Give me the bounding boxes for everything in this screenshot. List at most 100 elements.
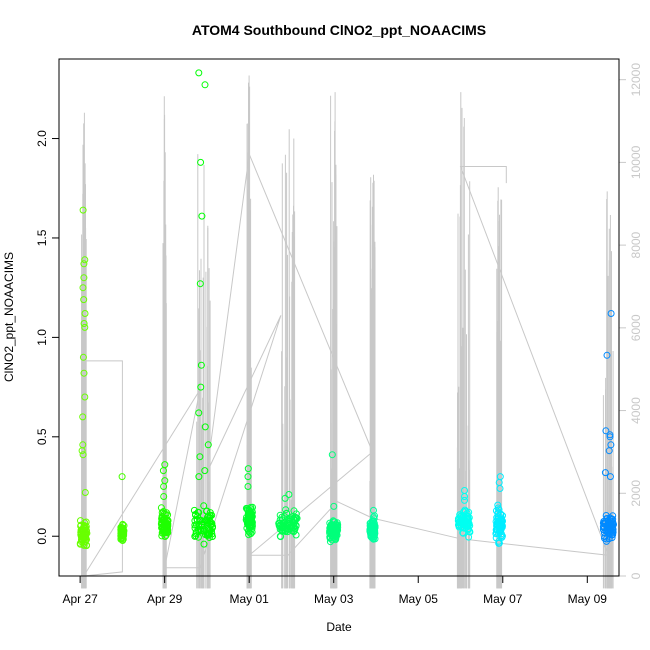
- data-point: [464, 523, 472, 530]
- data-point: [161, 527, 169, 535]
- data-point: [200, 502, 208, 510]
- x-tick-label: May 07: [483, 592, 523, 606]
- data-point: [330, 522, 338, 530]
- data-point: [161, 517, 169, 525]
- data-point: [244, 521, 252, 529]
- data-point: [78, 447, 86, 455]
- trace-path-line: [81, 152, 610, 577]
- data-point: [291, 525, 299, 533]
- data-point: [244, 465, 252, 473]
- data-point: [495, 539, 503, 547]
- plot-frame: [58, 58, 620, 577]
- y2-tick-label: 8000: [629, 231, 643, 258]
- data-point: [79, 451, 87, 459]
- data-point: [494, 501, 502, 509]
- x-tick-label: May 01: [230, 592, 270, 606]
- data-point: [193, 521, 200, 529]
- data-point: [81, 323, 89, 331]
- data-point: [190, 506, 198, 514]
- data-point: [195, 409, 203, 417]
- data-point: [195, 509, 203, 516]
- data-point: [79, 413, 87, 421]
- data-point: [455, 521, 463, 529]
- data-point: [197, 361, 205, 369]
- data-point: [159, 467, 167, 475]
- data-point: [81, 519, 89, 527]
- y2-tick-label: 2000: [629, 480, 643, 507]
- data-point: [278, 523, 286, 530]
- data-point: [326, 538, 334, 546]
- data-point: [282, 506, 290, 514]
- data-point: [285, 491, 293, 498]
- data-point: [196, 280, 204, 288]
- data-point: [200, 540, 208, 548]
- data-point: [208, 511, 216, 519]
- data-point: [248, 519, 256, 527]
- data-point: [370, 526, 378, 534]
- y2-tick-label: 0: [629, 572, 643, 579]
- data-point: [370, 506, 377, 514]
- data-point: [77, 529, 85, 537]
- data-point: [207, 520, 215, 528]
- data-point: [201, 531, 209, 539]
- data-point: [162, 524, 169, 532]
- data-point: [80, 296, 88, 304]
- data-point: [326, 533, 334, 541]
- data-point: [281, 494, 289, 502]
- data-point: [494, 519, 502, 527]
- data-point: [278, 513, 286, 521]
- data-point: [203, 517, 211, 525]
- data-point: [119, 520, 127, 528]
- data-point: [81, 256, 89, 264]
- data-point: [160, 493, 168, 500]
- data-point: [80, 260, 88, 268]
- data-point: [283, 510, 291, 517]
- data-point: [608, 534, 616, 542]
- data-point: [606, 431, 614, 439]
- data-point: [160, 508, 167, 515]
- data-point: [496, 485, 504, 492]
- data-point: [459, 513, 466, 521]
- data-point: [463, 512, 471, 520]
- data-point: [459, 529, 467, 537]
- data-point: [606, 433, 614, 441]
- x-tick-label: Apr 27: [62, 592, 98, 606]
- y-tick-label: 0.5: [35, 428, 49, 445]
- data-point: [290, 515, 298, 523]
- data-point: [194, 533, 202, 541]
- data-point: [118, 532, 126, 540]
- y2-tick-label: 6000: [629, 314, 643, 341]
- data-point: [463, 515, 471, 523]
- data-point: [198, 212, 206, 220]
- x-axis-title: Date: [326, 620, 352, 634]
- data-point: [606, 473, 614, 481]
- data-point: [81, 489, 89, 496]
- x-tick-label: May 09: [568, 592, 608, 606]
- data-point: [191, 524, 199, 532]
- y-tick-label: 1.0: [35, 329, 49, 346]
- data-point: [197, 383, 205, 391]
- data-point: [244, 483, 252, 490]
- data-point: [603, 351, 611, 359]
- data-point: [208, 530, 216, 538]
- data-point: [201, 467, 209, 475]
- data-point: [195, 473, 203, 481]
- data-point: [366, 527, 374, 535]
- data-point: [117, 524, 125, 532]
- data-point: [328, 451, 336, 459]
- x-tick-label: May 05: [399, 592, 439, 606]
- data-point: [163, 509, 171, 517]
- data-point: [80, 320, 88, 327]
- data-point: [461, 496, 468, 504]
- data-point: [196, 453, 204, 461]
- x-tick-label: May 03: [314, 592, 354, 606]
- data-point: [157, 504, 165, 512]
- data-point: [276, 511, 284, 519]
- data-point: [79, 284, 87, 292]
- data-point: [248, 528, 256, 536]
- data-point: [81, 393, 89, 401]
- data-point: [201, 81, 209, 89]
- data-point: [160, 483, 168, 490]
- data-point: [81, 310, 89, 317]
